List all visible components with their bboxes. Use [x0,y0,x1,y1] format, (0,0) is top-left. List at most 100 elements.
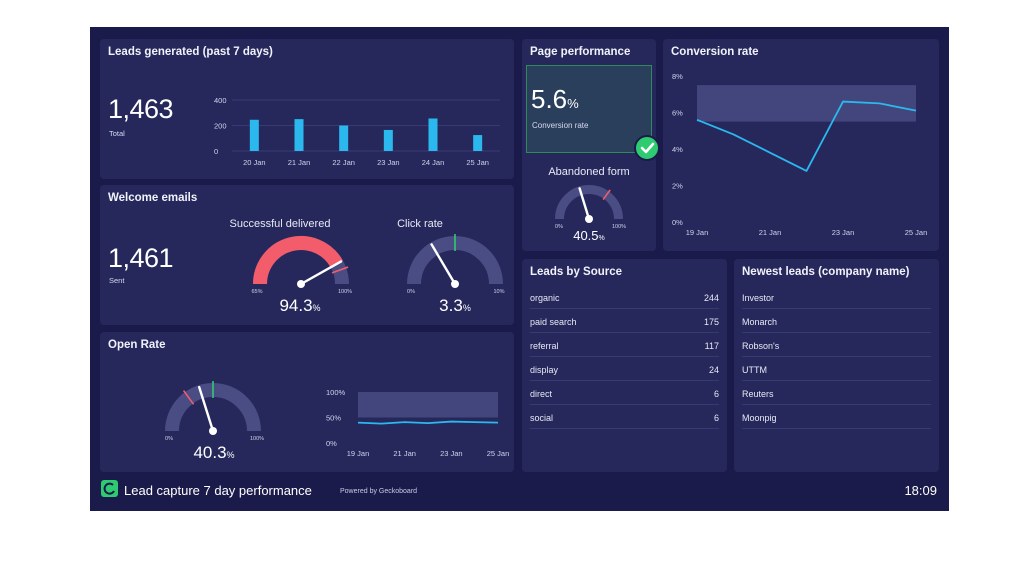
delivered-label: Successful delivered [229,218,331,230]
y-tick-label: 0% [672,218,683,227]
list-item: referral 117 [530,333,719,357]
open-rate-title: Open Rate [108,339,166,351]
newest-widget: Newest leads (company name) Investor Mona… [734,259,939,472]
list-item: direct 6 [530,381,719,405]
open-rate-widget: Open Rate 0% 100% 40.3% 100% 50% 0% 19 Jan 21… [100,332,514,472]
y-tick-label: 0 [214,147,218,156]
gauge-needle [299,260,343,286]
sources-title: Leads by Source [530,266,623,278]
source-name: direct [530,389,553,399]
gauge-min-label: 0% [407,289,415,295]
target-band [358,392,498,418]
gauge-marker [331,266,349,274]
list-item: Reuters [742,381,931,405]
source-name: social [530,413,554,423]
gauge-min-label: 0% [165,436,173,442]
series-line [357,420,499,425]
conversion-title: Conversion rate [671,46,759,58]
gauge-fill [253,236,343,285]
open-rate-value: 40.3% [193,443,235,462]
click-gauge: 0% 10% [407,234,505,295]
company-name: Moonpig [742,413,777,423]
abandoned-label: Abandoned form [548,166,630,178]
list-item: display 24 [530,357,719,381]
page-performance-widget: Page performance 5.6% Conversion rate Ab… [522,39,660,251]
source-count: 6 [713,389,719,399]
bar [473,135,483,151]
source-count: 6 [713,413,719,423]
source-count: 244 [703,293,719,303]
gauge-marker [602,189,611,201]
conversion-highlight-box: 5.6% Conversion rate [526,65,652,153]
source-name: organic [530,293,560,303]
gauge-max-label: 100% [612,224,626,230]
click-value: 3.3% [439,296,471,315]
leads-bar-chart: 400 200 0 20 Jan 21 Jan 22 Jan 23 Jan 24 Jan 25 … [214,96,500,167]
gauge-needle [197,385,215,433]
page-performance-title: Page performance [530,46,631,58]
y-tick-label: 200 [214,122,227,131]
company-name: Robson's [742,341,780,351]
welcome-sent-value: 1,461 [108,243,174,273]
gauge-max-label: 10% [493,289,504,295]
list-item: Investor [742,285,931,309]
list-item: Moonpig [742,405,931,429]
source-count: 24 [708,365,719,375]
x-tick-label: 19 Jan [347,449,370,458]
list-item: UTTM [742,357,931,381]
source-name: display [530,365,559,375]
conversion-big-value: 5.6% [531,84,579,114]
list-item: paid search 175 [530,309,719,333]
source-name: referral [530,341,559,351]
gauge-needle [578,187,591,221]
bar [383,129,393,151]
y-tick-label: 0% [326,439,337,448]
y-tick-label: 8% [672,72,683,81]
x-tick-label: 21 Jan [759,228,782,237]
welcome-widget: Welcome emails 1,461 Sent Successful del… [100,185,514,325]
bar [249,119,259,151]
gauge-min-label: 65% [251,289,262,295]
sources-widget: Leads by Source organic 244 paid search 175… [522,259,727,472]
delivered-value: 94.3% [279,296,321,315]
list-item: social 6 [530,405,719,429]
welcome-sent-label: Sent [109,276,125,285]
gauge-min-label: 0% [555,224,563,230]
company-name: Monarch [742,317,778,327]
gauge-max-label: 100% [338,289,352,295]
dashboard: Leads generated (past 7 days) 1,463 Tota… [90,27,949,511]
x-tick-label: 23 Jan [377,158,400,167]
bar [294,119,304,151]
gauge-marker [182,390,195,405]
y-tick-label: 50% [326,414,341,423]
y-tick-label: 100% [326,388,346,397]
leads-title: Leads generated (past 7 days) [108,46,273,58]
gauge-hub [585,215,593,223]
click-label: Click rate [397,218,443,230]
leads-total-value: 1,463 [108,94,174,124]
footer-title: Lead capture 7 day performance [124,483,312,498]
company-name: Reuters [742,389,774,399]
x-tick-label: 23 Jan [440,449,463,458]
x-tick-label: 20 Jan [243,158,266,167]
gauge-hub [297,280,305,288]
abandoned-value: 40.5% [573,228,605,243]
gauge-max-label: 100% [250,436,264,442]
x-tick-label: 21 Jan [288,158,311,167]
x-tick-label: 22 Jan [332,158,355,167]
x-tick-label: 21 Jan [393,449,416,458]
open-rate-gauge: 0% 100% [165,381,264,442]
x-tick-label: 25 Jan [487,449,510,458]
footer-clock: 18:09 [904,483,937,498]
x-tick-label: 25 Jan [905,228,928,237]
gauge-hub [451,280,459,288]
gauge-needle [430,243,457,286]
list-item: organic 244 [530,285,719,309]
conversion-big-label: Conversion rate [532,121,589,130]
source-name: paid search [530,317,577,327]
delivered-gauge: 65% 100% [251,236,352,295]
open-rate-line-chart: 100% 50% 0% 19 Jan 21 Jan 23 Jan 25 Jan [326,388,510,458]
conversion-line-chart: 8% 6% 4% 2% 0%19 Jan 21 Jan 23 Jan 25 Jan [672,72,928,237]
welcome-title: Welcome emails [108,192,198,204]
source-count: 117 [704,341,719,351]
